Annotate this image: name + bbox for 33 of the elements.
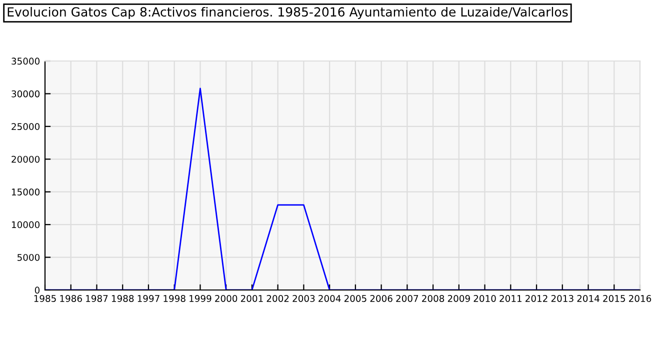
x-tick-label: 2005 [344, 295, 366, 302]
y-tick-label: 35000 [12, 58, 40, 65]
chart-title: Evolucion Gatos Cap 8:Activos financieros. 1985-2016 Ayuntamiento de Luzaide/Valcarlos [8, 6, 568, 20]
x-tick-label: 1986 [60, 295, 82, 302]
x-tick-label: 2015 [603, 295, 625, 302]
y-tick-label: 30000 [12, 90, 40, 98]
x-tick-label: 2014 [577, 295, 600, 302]
y-tick-label: 10000 [12, 221, 40, 228]
y-tick-label: 15000 [12, 188, 40, 196]
x-tick-label: 1987 [86, 295, 108, 302]
x-tick-label: 2012 [526, 295, 548, 302]
x-tick-label: 2003 [292, 295, 315, 302]
x-tick-label: 1998 [164, 295, 186, 302]
x-tick-label: 2011 [500, 295, 522, 302]
x-tick-label: 2016 [629, 295, 652, 302]
x-tick-label: 2008 [422, 295, 444, 302]
x-tick-label: 2001 [240, 295, 263, 302]
x-tick-label: 1999 [190, 295, 212, 302]
y-tick-label: 20000 [12, 156, 40, 163]
x-tick-label: 2002 [266, 295, 289, 302]
x-tick-label: 2007 [396, 295, 418, 302]
x-tick-label: 2009 [448, 295, 470, 302]
x-tick-label: 1997 [138, 295, 160, 302]
x-tick-label: 1988 [112, 295, 134, 302]
y-tick-label: 5000 [18, 254, 40, 261]
x-tick-label: 2013 [551, 295, 574, 302]
y-tick-label: 0 [34, 286, 40, 294]
x-tick-label: 2004 [318, 295, 341, 302]
x-tick-label: 2006 [370, 295, 392, 302]
x-tick-label: 2000 [215, 295, 238, 302]
x-tick-label: 2010 [474, 295, 496, 302]
y-tick-label: 25000 [12, 123, 40, 130]
x-tick-label: 1985 [34, 295, 56, 302]
